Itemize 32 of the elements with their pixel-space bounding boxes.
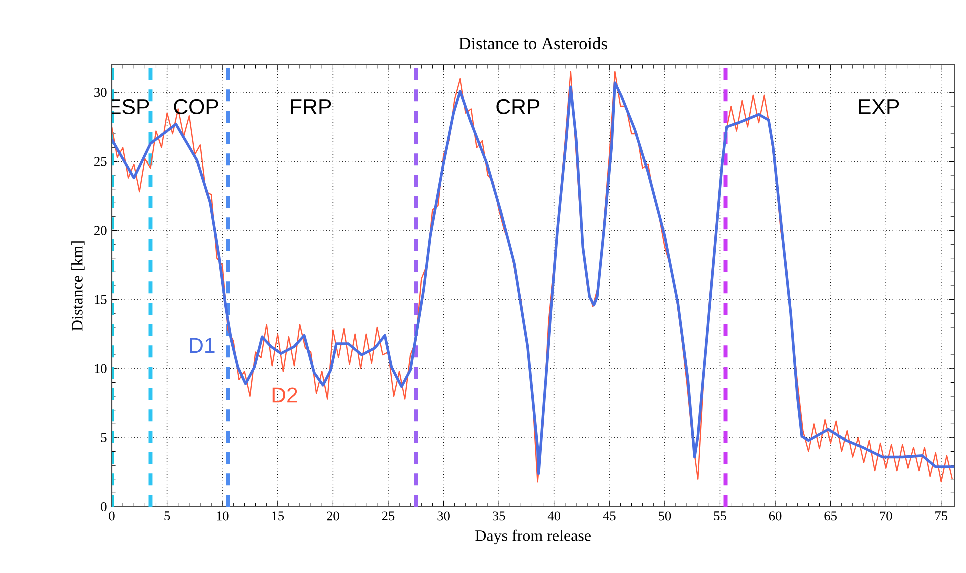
x-tick-label: 60 [769, 512, 782, 521]
x-tick-label: 20 [327, 512, 340, 521]
chart-title: Distance to Asteroids [459, 37, 608, 50]
x-tick-label: 10 [217, 512, 229, 521]
series-label: D1 [190, 338, 215, 353]
series-label: D2 [272, 388, 298, 403]
x-tick-label: 45 [603, 512, 616, 521]
x-tick-label: 25 [382, 512, 395, 521]
y-axis-title: Distance [km] [72, 242, 85, 332]
y-tick-label: 25 [94, 157, 107, 166]
x-tick-label: 30 [438, 512, 450, 521]
x-axis-title: Days from release [476, 530, 591, 545]
x-tick-label: 70 [880, 512, 892, 521]
x-tick-label: 50 [659, 512, 672, 521]
x-tick-label: 15 [272, 512, 284, 521]
annotation: EXP [859, 100, 900, 114]
y-tick-label: 20 [94, 226, 107, 236]
y-tick-label: 10 [95, 364, 107, 374]
x-tick-label: 75 [936, 512, 948, 521]
x-tick-label: 0 [109, 512, 115, 521]
y-tick-label: 15 [95, 295, 107, 304]
y-tick-label: 5 [101, 433, 107, 442]
x-tick-label: 55 [714, 512, 726, 521]
annotation: COP [174, 99, 218, 115]
x-tick-label: 35 [493, 512, 506, 521]
y-tick-label: 0 [101, 502, 107, 512]
y-tick-label: 30 [94, 88, 107, 98]
x-tick-label: 5 [164, 512, 170, 521]
x-tick-label: 40 [548, 512, 561, 521]
annotation: FRP [291, 100, 332, 114]
x-tick-label: 65 [824, 512, 837, 521]
annotation: CRP [496, 99, 540, 115]
